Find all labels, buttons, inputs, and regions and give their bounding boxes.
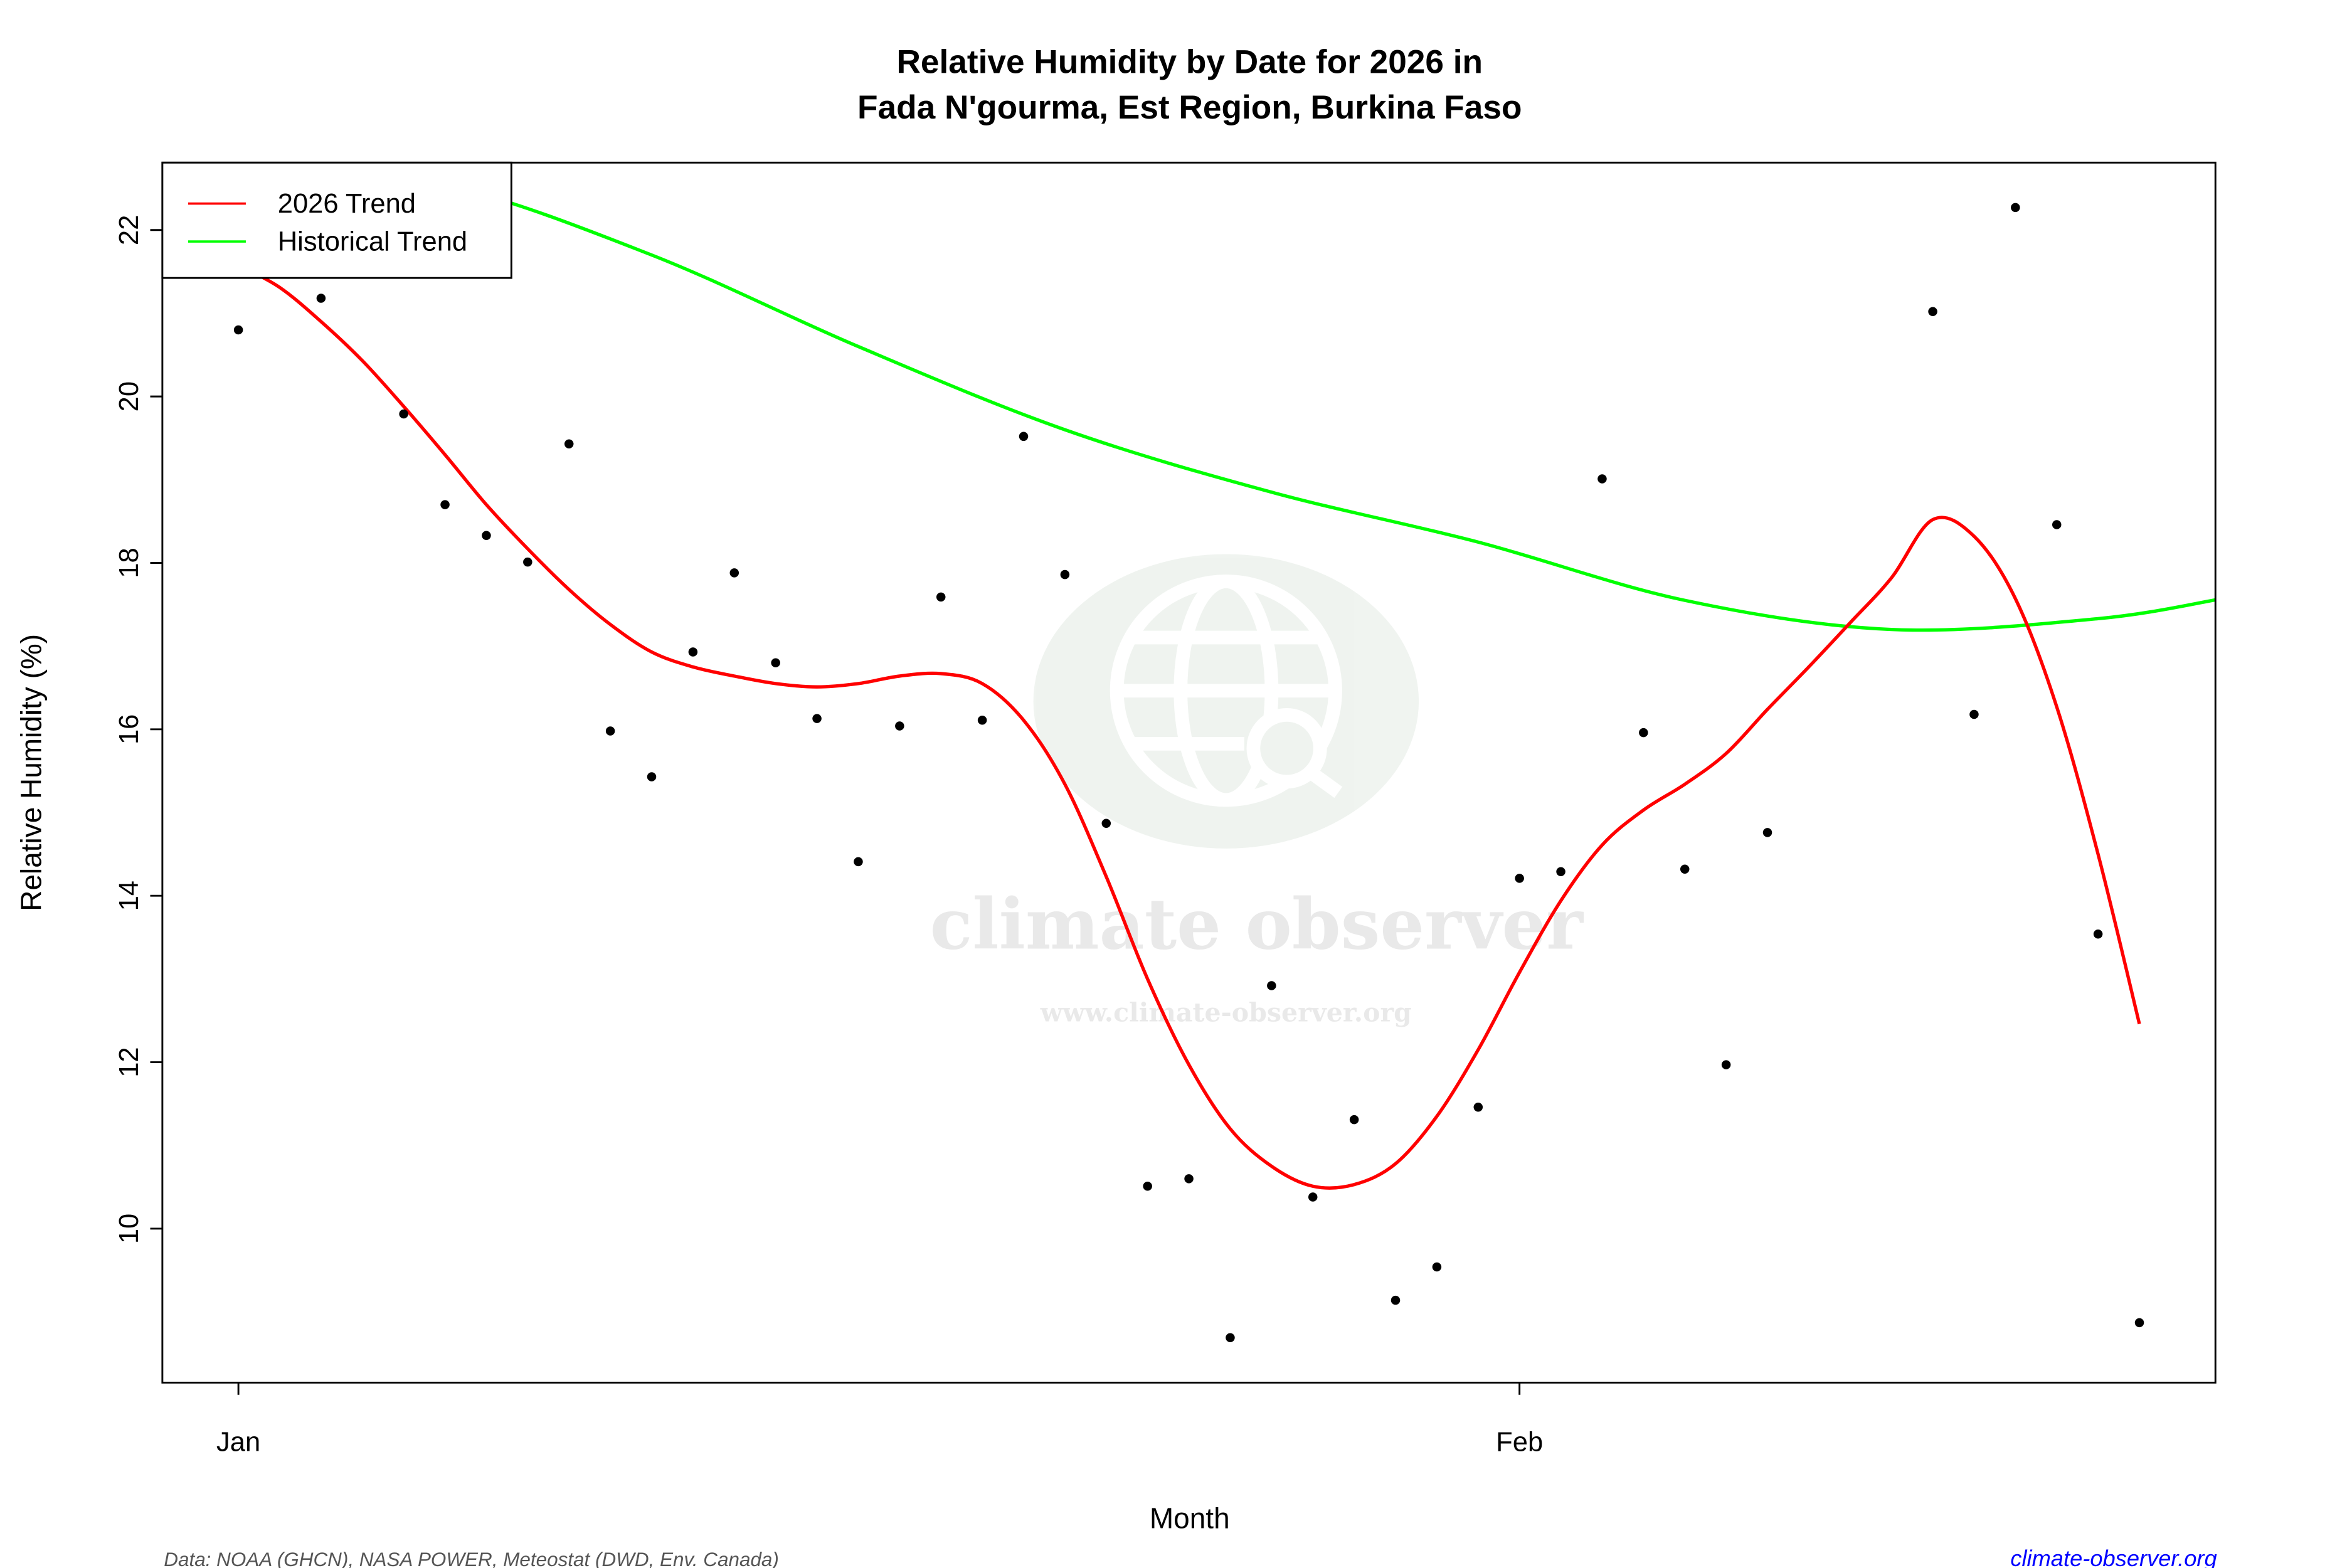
data-point: [1556, 867, 1565, 877]
data-point: [2052, 520, 2062, 529]
data-point: [2134, 1318, 2144, 1328]
y-tick-label: 16: [114, 714, 144, 744]
x-axis-label: Month: [1150, 1502, 1230, 1535]
data-point: [2093, 930, 2103, 939]
data-point: [1515, 874, 1524, 883]
trend-line-2026: [237, 263, 2141, 1190]
data-point: [1308, 1192, 1318, 1202]
data-point: [564, 439, 574, 449]
legend-label-2026-trend: 2026 Trend: [278, 189, 416, 219]
y-tick-label: 10: [114, 1214, 144, 1244]
x-tick-label: Feb: [1496, 1427, 1543, 1457]
data-point: [895, 721, 904, 731]
data-source-note: Data: NOAA (GHCN), NASA POWER, Meteostat…: [164, 1549, 779, 1568]
watermark: climate observer www.climate-observer.or…: [930, 554, 1584, 1028]
plot-frame: [161, 161, 2217, 1384]
data-point: [1391, 1295, 1401, 1305]
x-tick-label: Jan: [216, 1427, 260, 1457]
data-point: [1639, 728, 1648, 738]
axes: 10 12 14 16 18 20 22 Jan Feb: [114, 215, 1543, 1458]
data-point: [647, 772, 657, 781]
data-point: [523, 557, 532, 567]
legend-label-historical-trend: Historical Trend: [278, 227, 467, 257]
data-point: [2011, 203, 2020, 213]
chart-subtitle: Fada N'gourma, Est Region, Burkina Faso: [857, 89, 1522, 126]
data-point: [1680, 864, 1690, 874]
data-point: [1928, 307, 1937, 317]
data-point: [482, 531, 491, 540]
data-point: [440, 500, 450, 509]
y-tick-label: 20: [114, 381, 144, 411]
y-tick-label: 14: [114, 881, 144, 911]
y-axis-label: Relative Humidity (%): [14, 634, 47, 911]
data-point: [936, 592, 946, 602]
data-point: [1762, 828, 1772, 837]
data-point: [1969, 709, 1979, 719]
watermark-url: www.climate-observer.org: [1040, 997, 1412, 1028]
data-point: [1226, 1333, 1235, 1343]
data-point: [605, 726, 615, 736]
data-point: [316, 294, 326, 303]
legend: 2026 Trend Historical Trend: [161, 161, 512, 279]
chart-title: Relative Humidity by Date for 2026 in: [896, 44, 1483, 81]
data-point: [1101, 818, 1111, 829]
data-point: [399, 409, 408, 419]
data-point: [812, 714, 822, 723]
data-point: [1349, 1115, 1359, 1125]
data-point: [1267, 981, 1276, 990]
data-point: [771, 658, 780, 667]
watermark-name: climate observer: [930, 884, 1584, 966]
data-point: [1184, 1174, 1194, 1184]
y-tick-label: 22: [114, 215, 144, 245]
data-point: [1060, 569, 1070, 580]
data-point: [854, 857, 863, 867]
data-point: [1432, 1262, 1442, 1272]
y-tick-label: 12: [114, 1047, 144, 1077]
data-point: [1143, 1182, 1152, 1191]
data-point: [233, 325, 243, 335]
data-point: [1019, 432, 1029, 442]
data-point: [1473, 1102, 1483, 1112]
data-point: [1721, 1060, 1731, 1069]
globe-search-icon: [1110, 575, 1343, 807]
data-point: [729, 568, 739, 578]
y-tick-label: 18: [114, 548, 144, 578]
site-link[interactable]: climate-observer.org: [2010, 1545, 2217, 1568]
data-point: [977, 716, 987, 725]
data-point: [688, 647, 698, 657]
data-point: [1597, 474, 1607, 484]
